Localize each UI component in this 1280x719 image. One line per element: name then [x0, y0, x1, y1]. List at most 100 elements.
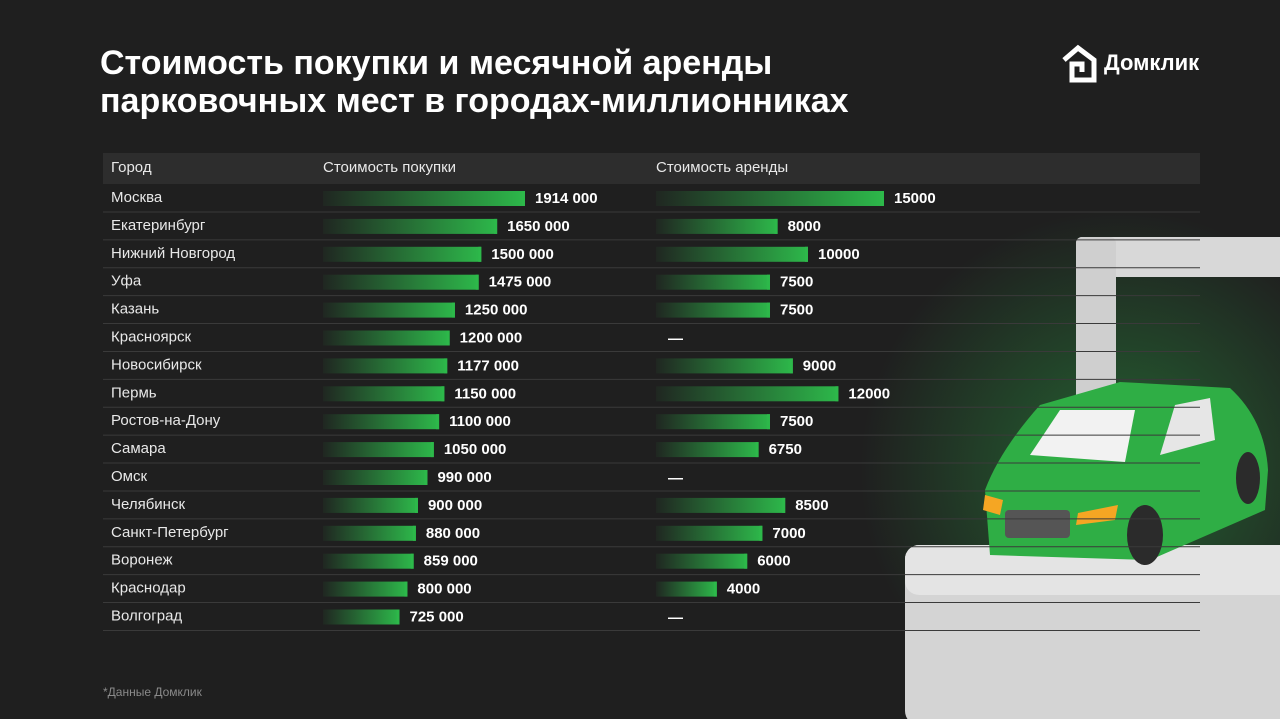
value-label: 7000 — [772, 525, 805, 542]
bar — [656, 414, 770, 430]
row-label: Челябинск — [111, 496, 185, 513]
bar-tip — [755, 442, 759, 458]
bar-tip — [881, 191, 884, 206]
value-label: 1200 000 — [460, 329, 523, 346]
bar-tip — [436, 414, 440, 430]
bar-tip — [835, 386, 839, 402]
logo-icon — [1062, 44, 1097, 83]
column-header: Город — [111, 159, 152, 176]
value-label: 4000 — [727, 581, 760, 598]
bar-tip — [412, 525, 416, 541]
row-label: Волгоград — [111, 607, 182, 624]
bar-tip — [475, 274, 479, 290]
value-label: 6750 — [769, 441, 802, 458]
bar-tip — [441, 386, 445, 402]
value-label: 1100 000 — [449, 413, 511, 430]
value-label: 1177 000 — [457, 357, 519, 374]
bar — [656, 442, 759, 458]
value-label: — — [668, 609, 683, 626]
bar — [323, 274, 479, 290]
bar — [323, 581, 408, 597]
bar-tip — [444, 358, 448, 374]
value-label: 10000 — [818, 246, 860, 263]
value-label: 1500 000 — [491, 246, 554, 263]
bar — [656, 497, 786, 513]
bar — [323, 497, 418, 513]
bar-tip — [767, 302, 770, 318]
bar — [323, 470, 428, 485]
bar-tip — [759, 525, 763, 541]
value-label: 880 000 — [426, 525, 480, 542]
row-label: Самара — [111, 440, 166, 457]
bar-tip — [430, 442, 434, 458]
bar — [323, 609, 400, 625]
bar — [323, 191, 525, 206]
value-label: 800 000 — [417, 581, 471, 598]
bar-tip — [805, 246, 808, 262]
bar — [323, 414, 440, 430]
value-label: 7500 — [780, 413, 813, 430]
row-label: Уфа — [111, 273, 142, 290]
bar — [656, 302, 770, 318]
bar-tip — [404, 581, 408, 597]
bar-tip — [782, 497, 786, 513]
bar-tip — [451, 302, 455, 318]
header-band — [103, 153, 1200, 184]
car-illustration — [905, 237, 1280, 719]
value-label: 1150 000 — [454, 385, 516, 402]
row-label: Пермь — [111, 384, 157, 401]
row-label: Новосибирск — [111, 356, 202, 373]
footnote: *Данные Домклик — [103, 685, 202, 699]
bar — [656, 581, 717, 597]
value-label: 725 000 — [410, 608, 464, 625]
bar-tip — [744, 553, 748, 569]
bar — [656, 358, 793, 374]
value-label: 7500 — [780, 274, 813, 291]
bar-tip — [410, 553, 414, 569]
value-label: 859 000 — [424, 553, 478, 570]
bar-tip — [789, 358, 793, 374]
bar-tip — [713, 581, 717, 597]
value-label: 8000 — [788, 218, 821, 235]
value-label: 990 000 — [437, 469, 491, 486]
value-label: 8500 — [795, 497, 828, 514]
bar-tip — [494, 218, 498, 234]
value-label: 1050 000 — [444, 441, 507, 458]
bar-tip — [396, 609, 400, 625]
row-label: Москва — [111, 189, 163, 206]
row-label: Ростов-на-Дону — [111, 412, 221, 429]
bar — [323, 330, 450, 346]
bar — [656, 246, 808, 262]
bar-tip — [767, 274, 770, 290]
bar-tip — [774, 218, 778, 234]
row-label: Нижний Новгород — [111, 245, 235, 262]
bar — [656, 553, 748, 569]
bar — [656, 218, 778, 234]
row-label: Красноярск — [111, 328, 192, 345]
value-label: 12000 — [848, 385, 890, 402]
value-label: 9000 — [803, 357, 836, 374]
row-label: Краснодар — [111, 580, 186, 597]
bar — [323, 302, 455, 318]
row-label: Екатеринбург — [111, 217, 206, 234]
value-label: 1250 000 — [465, 302, 528, 319]
bar-tip — [424, 470, 428, 485]
bar-tip — [522, 191, 525, 206]
row-label: Воронеж — [111, 552, 173, 569]
value-label: 1914 000 — [535, 190, 598, 207]
column-header: Стоимость покупки — [323, 159, 456, 176]
value-label: 900 000 — [428, 497, 482, 514]
bar — [323, 358, 448, 374]
bar — [323, 218, 498, 234]
bar-tip — [478, 246, 482, 262]
value-label: 6000 — [757, 553, 790, 570]
bar — [656, 525, 763, 541]
bar — [323, 386, 445, 402]
column-header: Стоимость аренды — [656, 159, 788, 176]
bar-tip — [767, 414, 770, 430]
value-label: 1650 000 — [507, 218, 570, 235]
value-label: 1475 000 — [489, 274, 552, 291]
value-label: 7500 — [780, 302, 813, 319]
